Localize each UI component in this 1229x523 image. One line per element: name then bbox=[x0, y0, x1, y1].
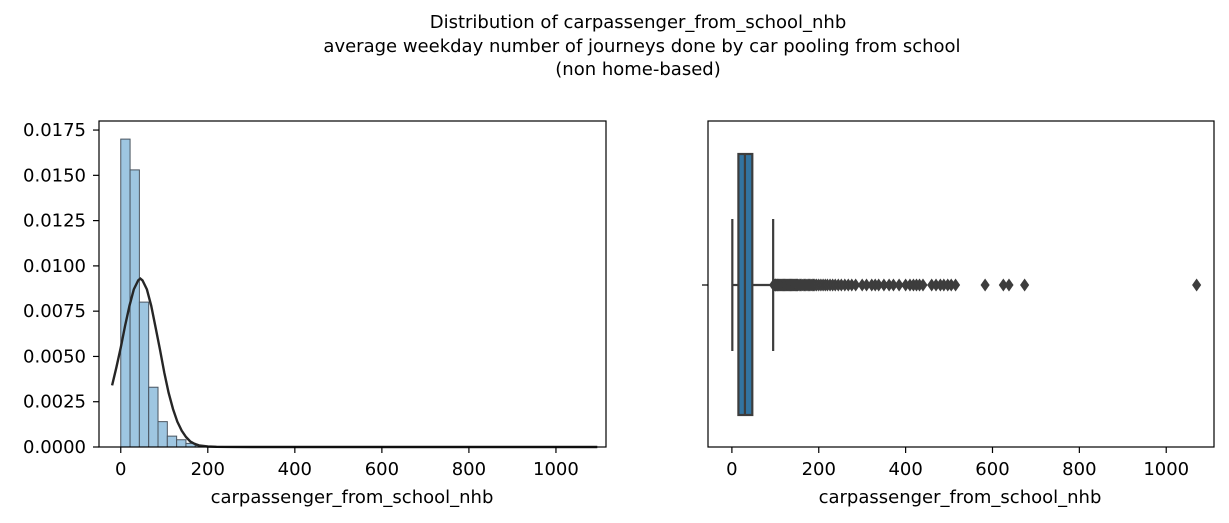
histogram-bar bbox=[148, 386, 159, 448]
boxplot-elements bbox=[731, 152, 1202, 417]
title-line-1: Distribution of carpassenger_from_school… bbox=[430, 12, 847, 33]
x-tick-label: 600 bbox=[365, 459, 399, 480]
histogram-x-axis-label: carpassenger_from_school_nhb bbox=[211, 487, 494, 508]
y-tick-label: 0.0175 bbox=[23, 120, 86, 141]
title-line-3: (non home-based) bbox=[555, 59, 720, 80]
y-tick-label: 0.0125 bbox=[23, 211, 86, 232]
outlier-marker bbox=[1192, 278, 1202, 292]
boxplot-x-axis: 0 200 400 600 800 1000 bbox=[726, 447, 1189, 480]
x-tick-label: 400 bbox=[278, 459, 312, 480]
histogram-bar bbox=[166, 435, 178, 448]
histogram-y-axis: 0.0000 0.0025 0.0050 0.0075 0.0100 0.0125 0.01… bbox=[23, 120, 99, 458]
y-tick-label: 0.0050 bbox=[23, 346, 86, 367]
histogram-x-axis: 0 200 400 600 800 1000 bbox=[115, 447, 579, 480]
x-tick-label: 800 bbox=[1062, 459, 1096, 480]
histogram-bar bbox=[138, 301, 150, 448]
x-tick-label: 1000 bbox=[533, 459, 579, 480]
x-tick-label: 200 bbox=[802, 459, 836, 480]
histogram-frame bbox=[98, 120, 607, 448]
x-tick-label: 200 bbox=[191, 459, 225, 480]
histogram-bars bbox=[120, 138, 587, 448]
outlier-marker bbox=[951, 278, 961, 292]
outlier-marker bbox=[1020, 278, 1030, 292]
outlier-marker bbox=[918, 278, 928, 292]
outlier-marker bbox=[1004, 278, 1014, 292]
y-tick-label: 0.0100 bbox=[23, 256, 86, 277]
y-tick-label: 0.0150 bbox=[23, 165, 86, 186]
figure-title: Distribution of carpassenger_from_school… bbox=[323, 12, 960, 80]
outlier-marker bbox=[851, 278, 861, 292]
x-tick-label: 400 bbox=[888, 459, 922, 480]
y-tick-label: 0.0025 bbox=[23, 392, 86, 413]
x-tick-label: 1000 bbox=[1143, 459, 1189, 480]
histogram-bar bbox=[129, 169, 140, 448]
x-tick-label: 800 bbox=[452, 459, 486, 480]
kde-curve bbox=[110, 277, 598, 449]
title-line-2: average weekday number of journeys done … bbox=[323, 36, 960, 57]
histogram-bar bbox=[176, 439, 187, 448]
histogram-panel: 0 200 400 600 800 1000 0.00000.00250.00500.00… bbox=[23, 120, 607, 508]
x-tick-label: 0 bbox=[726, 459, 737, 480]
histogram-bar bbox=[120, 138, 131, 448]
histogram-bar bbox=[157, 421, 168, 448]
outlier-marker bbox=[980, 278, 990, 292]
boxplot-panel: 0 200 400 600 800 1000 carpassenger_from_scho… bbox=[702, 120, 1215, 508]
outlier-marker bbox=[894, 278, 904, 292]
y-tick-label: 0.0000 bbox=[23, 437, 86, 458]
x-tick-label: 0 bbox=[115, 459, 126, 480]
boxplot-x-axis-label: carpassenger_from_school_nhb bbox=[819, 487, 1102, 508]
boxplot-frame bbox=[707, 120, 1215, 448]
x-tick-label: 600 bbox=[975, 459, 1009, 480]
y-tick-label: 0.0075 bbox=[23, 301, 86, 322]
